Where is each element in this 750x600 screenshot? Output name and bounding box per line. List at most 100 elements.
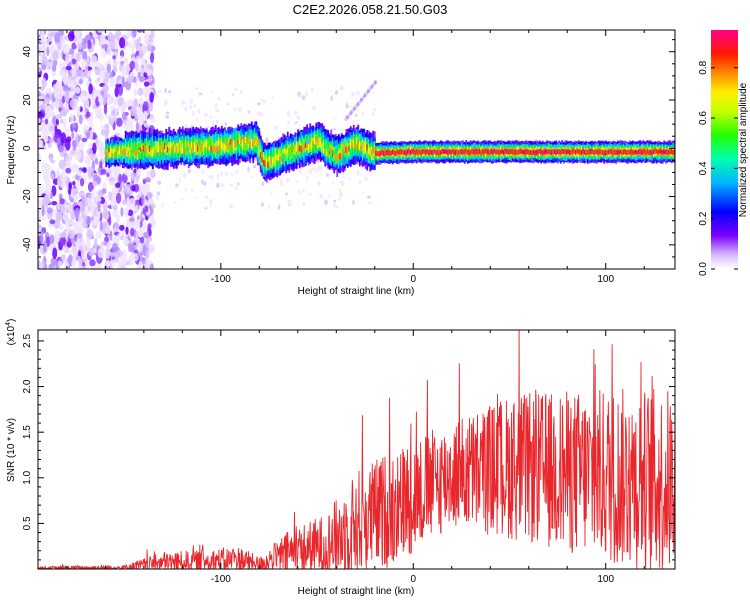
heatmap-cell bbox=[101, 50, 107, 58]
heatmap-cell bbox=[239, 90, 243, 95]
heatmap-cell bbox=[189, 98, 194, 104]
heatmap-cell bbox=[646, 148, 649, 155]
heatmap-cell bbox=[332, 181, 335, 186]
heatmap-cell bbox=[295, 180, 299, 184]
heatmap-cell bbox=[195, 144, 198, 152]
heatmap-cell bbox=[108, 216, 112, 226]
heatmap-cell bbox=[49, 219, 56, 225]
heatmap-cell bbox=[44, 97, 50, 104]
heatmap-cell bbox=[204, 194, 209, 200]
heatmap-cell bbox=[604, 150, 607, 156]
heatmap-cell bbox=[146, 63, 153, 70]
y-tick-label: -20 bbox=[22, 189, 33, 204]
heatmap-cell bbox=[124, 184, 132, 195]
heatmap-cell bbox=[334, 92, 338, 95]
heatmap-cell bbox=[583, 149, 586, 155]
heatmap-cell bbox=[210, 174, 214, 180]
heatmap-cell bbox=[50, 31, 56, 37]
heatmap-cell bbox=[148, 75, 153, 83]
heatmap-cell bbox=[435, 150, 438, 156]
heatmap-cell bbox=[610, 149, 613, 155]
heatmap-cell bbox=[229, 183, 234, 187]
heatmap-cell bbox=[57, 84, 63, 95]
heatmap-cell bbox=[97, 248, 105, 259]
heatmap-cell bbox=[127, 144, 130, 155]
heatmap-cell bbox=[71, 58, 77, 65]
heatmap-cell bbox=[146, 43, 152, 52]
x-tick-label: -100 bbox=[211, 274, 231, 285]
heatmap-cell bbox=[192, 143, 195, 151]
heatmap-cell bbox=[41, 260, 45, 269]
heatmap-cell bbox=[106, 259, 110, 269]
heatmap-cell bbox=[181, 147, 184, 154]
heatmap-cell bbox=[637, 149, 640, 155]
heatmap-cell bbox=[481, 149, 484, 155]
heatmap-cell bbox=[352, 199, 355, 205]
heatmap-cell bbox=[112, 150, 115, 159]
heatmap-cell bbox=[65, 216, 72, 228]
heatmap-cell bbox=[573, 148, 576, 154]
heatmap-cell bbox=[553, 148, 556, 155]
heatmap-cell bbox=[138, 145, 141, 160]
heatmap-cell bbox=[59, 236, 66, 246]
heatmap-cell bbox=[507, 149, 510, 155]
heatmap-cell bbox=[138, 50, 144, 60]
heatmap-cell bbox=[65, 65, 72, 71]
heatmap-cell bbox=[104, 212, 110, 220]
heatmap-cell bbox=[133, 108, 137, 115]
heatmap-cell bbox=[675, 145, 677, 158]
heatmap-cell bbox=[367, 148, 370, 155]
heatmap-cell bbox=[110, 251, 117, 257]
heatmap-cell bbox=[100, 142, 105, 155]
heatmap-cell bbox=[157, 180, 162, 185]
heatmap-cell bbox=[59, 202, 66, 214]
heatmap-cell bbox=[207, 141, 213, 147]
heatmap-cell bbox=[45, 186, 51, 198]
heatmap-cell bbox=[252, 140, 255, 148]
heatmap-cell bbox=[137, 243, 141, 254]
heatmap-cell bbox=[65, 53, 70, 65]
heatmap-cell bbox=[286, 150, 289, 157]
heatmap-cell bbox=[108, 147, 111, 153]
x-tick-label: -100 bbox=[211, 574, 231, 585]
heatmap-cell bbox=[38, 230, 44, 235]
x-tick-label: 100 bbox=[597, 274, 614, 285]
heatmap-cell bbox=[135, 149, 138, 156]
heatmap-cell bbox=[55, 97, 60, 110]
heatmap-cell bbox=[55, 118, 59, 126]
heatmap-cell bbox=[209, 198, 213, 203]
heatmap-cell bbox=[249, 134, 255, 140]
heatmap-cell bbox=[438, 150, 441, 156]
heatmap-cell bbox=[95, 230, 103, 239]
heatmap-cell bbox=[198, 92, 203, 96]
heatmap-cell bbox=[232, 142, 235, 153]
heatmap-cell bbox=[142, 101, 149, 112]
heatmap-cell bbox=[556, 149, 559, 155]
heatmap-cell bbox=[321, 144, 324, 151]
heatmap-cell bbox=[489, 149, 492, 155]
heatmap-cell bbox=[675, 144, 677, 160]
heatmap-cell bbox=[88, 83, 93, 95]
heatmap-cell bbox=[157, 145, 160, 152]
heatmap-cell bbox=[235, 141, 238, 148]
heatmap-cell bbox=[253, 137, 256, 144]
heatmap-cell bbox=[64, 103, 69, 110]
heatmap-cell bbox=[285, 148, 288, 155]
heatmap-cell bbox=[185, 146, 191, 152]
spectrogram-frame bbox=[37, 29, 676, 270]
heatmap-cell bbox=[106, 172, 110, 177]
heatmap-cell bbox=[41, 205, 45, 217]
heatmap-cell bbox=[162, 142, 165, 153]
heatmap-cell bbox=[363, 143, 366, 150]
heatmap-cell bbox=[38, 66, 42, 73]
heatmap-cell bbox=[255, 140, 258, 147]
heatmap-cell bbox=[127, 209, 134, 217]
heatmap-cell bbox=[414, 149, 417, 156]
heatmap-cell bbox=[285, 192, 288, 196]
heatmap-cell bbox=[222, 143, 225, 150]
heatmap-cell bbox=[276, 154, 279, 161]
heatmap-cell bbox=[450, 149, 453, 155]
heatmap-cell bbox=[89, 259, 96, 267]
heatmap-cell bbox=[315, 138, 318, 152]
heatmap-cell bbox=[677, 145, 679, 158]
